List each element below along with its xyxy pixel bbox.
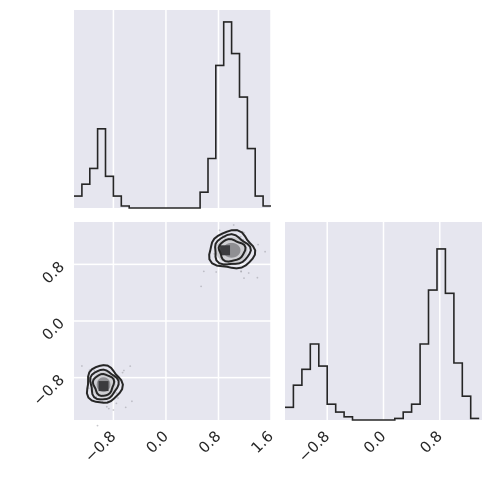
scatter-point bbox=[218, 229, 221, 232]
scatter-point bbox=[247, 272, 250, 274]
scatter-point bbox=[107, 407, 110, 410]
density-contour-1-2 bbox=[91, 372, 116, 397]
histogram-panel-param2: −0.8 0.0 0.8 bbox=[285, 222, 482, 466]
density-y-tick-label-0: −0.8 bbox=[30, 371, 68, 409]
density-contour-0-0 bbox=[208, 229, 257, 270]
density-panel-y-tick-labels: −0.8 0.0 0.8 bbox=[30, 258, 68, 410]
histogram-panel-param1 bbox=[74, 10, 272, 209]
scatter-point bbox=[256, 276, 259, 279]
scatter-point bbox=[243, 277, 245, 279]
density-peak-cell bbox=[98, 381, 109, 392]
scatter-point bbox=[232, 224, 235, 226]
density-y-tick-label-1: 0.0 bbox=[38, 314, 68, 344]
scatter-point bbox=[257, 243, 259, 246]
histogram-param2-step-line bbox=[285, 248, 480, 421]
scatter-point bbox=[105, 405, 108, 408]
scatter-point bbox=[200, 285, 203, 288]
density-panel: −0.8 0.0 0.8 −0.8 0.0 0.8 1.6 bbox=[30, 222, 290, 466]
scatter-point bbox=[131, 400, 133, 403]
scatter-point bbox=[129, 365, 132, 367]
scatter-point bbox=[264, 250, 266, 253]
histogram-param1-step-line bbox=[74, 21, 271, 209]
scatter-point bbox=[124, 406, 127, 409]
scatter-point bbox=[240, 270, 243, 273]
scatter-point bbox=[117, 397, 119, 399]
density-x-tick-label-2: 0.8 bbox=[195, 427, 225, 457]
density-x-tick-label-1: 0.0 bbox=[142, 427, 172, 457]
density-contour-0-1 bbox=[214, 233, 252, 266]
scatter-point bbox=[112, 409, 115, 411]
scatter-point bbox=[202, 270, 205, 273]
hist2-x-tick-label-0: −0.8 bbox=[295, 427, 333, 465]
density-peak-cell bbox=[220, 245, 231, 256]
hist2-x-tick-label-2: 0.8 bbox=[416, 427, 446, 457]
histogram-panel-param2-x-tick-labels: −0.8 0.0 0.8 bbox=[295, 427, 446, 465]
density-x-tick-label-3: 1.6 bbox=[247, 427, 277, 457]
density-contour-1-0 bbox=[85, 364, 124, 404]
scatter-point bbox=[215, 271, 218, 273]
scatter-point bbox=[93, 369, 96, 372]
hist2-x-tick-label-1: 0.0 bbox=[360, 427, 390, 457]
density-panel-x-tick-labels: −0.8 0.0 0.8 1.6 bbox=[81, 427, 277, 465]
scatter-point bbox=[239, 235, 242, 238]
scatter-point bbox=[81, 365, 83, 367]
scatter-point bbox=[123, 369, 125, 372]
density-panel-contours bbox=[85, 229, 257, 404]
scatter-point bbox=[115, 392, 118, 394]
density-contour-0-2 bbox=[217, 238, 247, 263]
density-y-tick-label-2: 0.8 bbox=[38, 258, 68, 288]
scatter-point bbox=[96, 424, 99, 427]
histogram-panel-param1-gridlines bbox=[112, 10, 272, 208]
density-x-tick-label-0: −0.8 bbox=[81, 427, 119, 465]
density-contour-1-1 bbox=[89, 368, 120, 401]
scatter-point bbox=[121, 371, 124, 374]
histogram-panel-param1-background bbox=[74, 10, 271, 208]
scatter-point bbox=[115, 402, 118, 405]
